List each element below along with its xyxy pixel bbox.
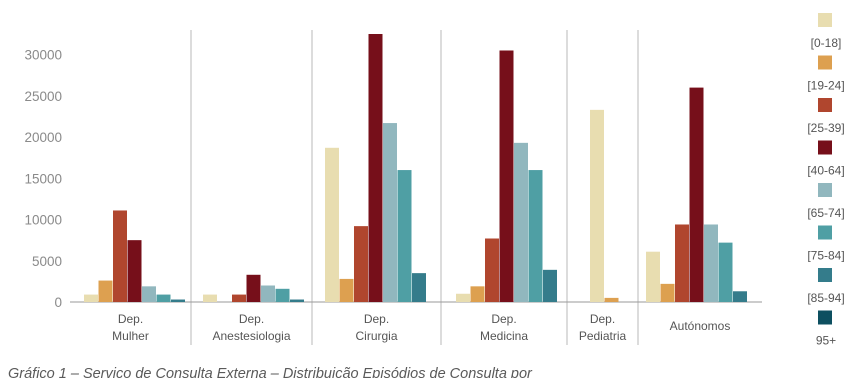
bar [354, 226, 368, 302]
category-label: Dep. [364, 312, 389, 326]
category-label: Medicina [480, 329, 528, 343]
bar [171, 299, 185, 302]
bar [84, 294, 98, 302]
legend-label: [0-18] [811, 36, 842, 50]
legend-swatch [818, 140, 832, 155]
legend-swatch [818, 55, 832, 70]
legend-label: [40-64] [807, 164, 844, 178]
bar [514, 142, 528, 302]
category-label: Anestesiologia [212, 329, 290, 343]
category-label: Pediatria [579, 329, 627, 343]
bar [368, 34, 383, 302]
bar [675, 224, 689, 302]
category-label: Dep. [590, 312, 615, 326]
category-label: Autónomos [670, 319, 731, 333]
bar [704, 224, 718, 302]
bar [246, 274, 261, 302]
bar [485, 238, 499, 302]
y-tick-label: 0 [54, 295, 62, 310]
legend-swatch [818, 225, 832, 240]
category-label: Cirurgia [355, 329, 397, 343]
legend-label: [25-39] [807, 121, 844, 135]
category-label: Mulher [112, 329, 149, 343]
bar [113, 210, 127, 302]
legend-label: [19-24] [807, 79, 844, 93]
y-tick-label: 20000 [24, 130, 62, 145]
bar [528, 170, 543, 302]
bar [261, 285, 275, 302]
bar [98, 280, 113, 302]
figure-caption: Gráfico 1 – Serviço de Consulta Externa … [8, 366, 532, 378]
bar [499, 50, 514, 302]
bar [142, 286, 156, 302]
category-label: Dep. [491, 312, 516, 326]
bar [470, 286, 485, 302]
bar [127, 240, 142, 302]
y-tick-label: 5000 [32, 254, 62, 269]
bar [383, 123, 397, 302]
bar [156, 294, 171, 302]
y-tick-label: 25000 [24, 89, 62, 104]
legend-label: [75-84] [807, 249, 844, 263]
bar [232, 294, 246, 302]
bar [397, 170, 412, 302]
legend-swatch [818, 310, 832, 325]
legend-label: [85-94] [807, 291, 844, 305]
bar [203, 294, 217, 302]
legend-swatch [818, 13, 832, 27]
legend-label: [65-74] [807, 206, 844, 220]
bar [456, 293, 470, 302]
y-tick-label: 15000 [24, 171, 62, 186]
legend-swatch [818, 183, 832, 197]
bar [290, 299, 304, 302]
category-label: Dep. [118, 312, 143, 326]
bar [275, 288, 290, 302]
bar [325, 147, 339, 302]
bar [733, 291, 747, 302]
bar [646, 251, 660, 302]
legend-swatch [818, 268, 832, 282]
bar [604, 297, 619, 302]
category-label: Dep. [239, 312, 264, 326]
y-tick-label: 30000 [24, 48, 62, 63]
bar [689, 87, 704, 302]
bar [590, 109, 604, 302]
bar [339, 278, 354, 302]
bar [543, 269, 557, 302]
bar [660, 283, 675, 302]
bar [412, 273, 426, 302]
legend-swatch [818, 98, 832, 112]
y-tick-label: 10000 [24, 213, 62, 228]
legend-label: 95+ [816, 334, 836, 348]
bar [718, 242, 733, 302]
